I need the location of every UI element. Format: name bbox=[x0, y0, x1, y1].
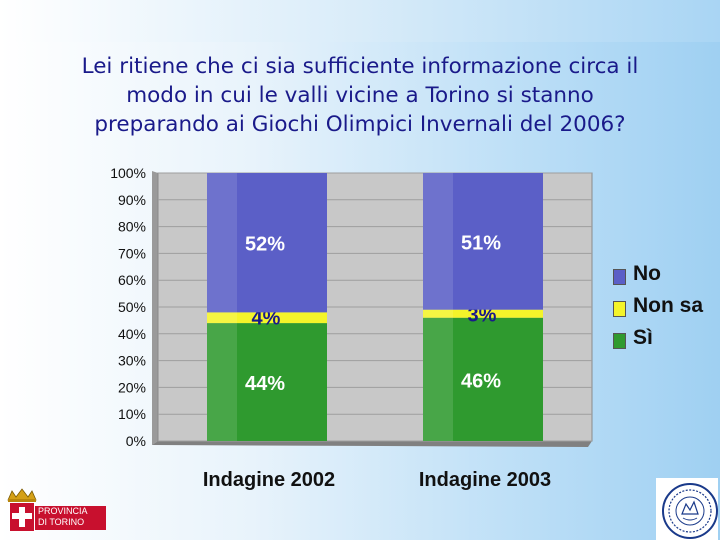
seal-icon bbox=[656, 478, 718, 540]
title-line-1: Lei ritiene che ci sia sufficiente infor… bbox=[81, 54, 639, 79]
y-tick-label: 20% bbox=[118, 379, 146, 395]
legend-swatch bbox=[613, 301, 626, 317]
y-tick-label: 40% bbox=[118, 326, 146, 342]
bar-highlight bbox=[207, 312, 237, 324]
bar-segment bbox=[207, 323, 327, 441]
y-tick-label: 10% bbox=[118, 406, 146, 422]
title-line-3: preparando ai Giochi Olimpici Invernali … bbox=[94, 112, 626, 137]
header-band bbox=[0, 0, 720, 42]
logo-line-2: DI TORINO bbox=[38, 517, 85, 527]
y-tick-label: 0% bbox=[126, 433, 146, 449]
data-label: 46% bbox=[461, 370, 501, 392]
data-label: 52% bbox=[245, 234, 285, 256]
legend-label: Non sa bbox=[633, 294, 704, 317]
bar-segment bbox=[207, 312, 327, 324]
plot-side-wall bbox=[152, 171, 158, 445]
crown-icon bbox=[7, 488, 37, 502]
bar-highlight bbox=[207, 173, 237, 313]
data-label: 3% bbox=[468, 305, 497, 327]
bar-segment bbox=[423, 173, 543, 310]
legend-label: Sì bbox=[633, 326, 653, 349]
logo-text: PROVINCIA DI TORINO bbox=[35, 506, 106, 530]
data-label: 4% bbox=[252, 307, 281, 329]
y-tick-label: 30% bbox=[118, 353, 146, 369]
x-category-label: Indagine 2003 bbox=[419, 469, 551, 491]
plot-floor bbox=[152, 441, 592, 447]
legend-label: No bbox=[633, 262, 661, 285]
data-label: 51% bbox=[461, 232, 501, 254]
shield-icon bbox=[9, 502, 35, 532]
title-line-2: modo in cui le valli vicine a Torino si … bbox=[126, 83, 594, 108]
bar-segment bbox=[423, 317, 543, 441]
legend-swatch bbox=[613, 333, 626, 349]
bar-highlight bbox=[423, 317, 453, 441]
y-tick-label: 80% bbox=[118, 219, 146, 235]
bar-highlight bbox=[423, 309, 453, 318]
y-tick-label: 100% bbox=[110, 165, 146, 181]
provincia-di-torino-logo: PROVINCIA DI TORINO bbox=[4, 488, 106, 532]
legend-swatch bbox=[613, 269, 626, 285]
y-tick-label: 70% bbox=[118, 245, 146, 261]
bar-segment bbox=[207, 173, 327, 313]
data-label: 44% bbox=[245, 373, 285, 395]
chart-title: Lei ritiene che ci sia sufficiente infor… bbox=[0, 52, 720, 139]
x-category-label: Indagine 2002 bbox=[203, 469, 335, 491]
y-tick-label: 50% bbox=[118, 299, 146, 315]
y-tick-label: 90% bbox=[118, 192, 146, 208]
bar-segment bbox=[423, 309, 543, 318]
bar-highlight bbox=[207, 323, 237, 441]
bar-highlight bbox=[423, 173, 453, 310]
y-tick-label: 60% bbox=[118, 272, 146, 288]
logo-line-1: PROVINCIA bbox=[38, 506, 88, 516]
